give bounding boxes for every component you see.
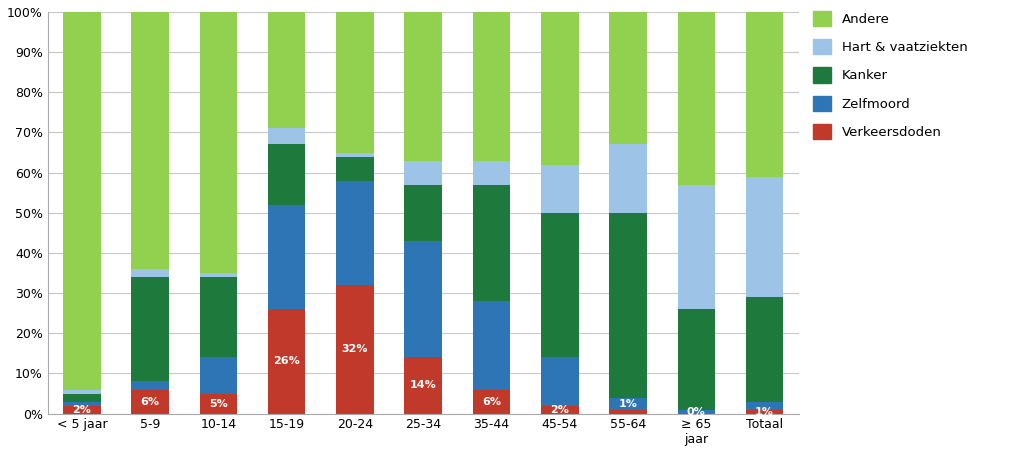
Bar [609,144,647,213]
Bar [336,157,374,180]
Bar [473,185,510,301]
Bar [63,393,100,401]
Bar [131,12,169,269]
Bar [541,164,579,213]
Text: 6%: 6% [140,397,160,407]
Bar [745,12,783,177]
Bar [63,401,100,406]
Legend: Andere, Hart & vaatziekten, Kanker, Zelfmoord, Verkeersdoden: Andere, Hart & vaatziekten, Kanker, Zelf… [813,10,968,140]
Bar [268,128,305,144]
Bar [404,12,442,161]
Bar [336,285,374,414]
Bar [609,398,647,409]
Bar [541,213,579,357]
Text: 2%: 2% [73,405,91,415]
Bar [200,273,238,277]
Bar [336,12,374,153]
Bar [200,393,238,414]
Bar [745,401,783,409]
Bar [473,390,510,414]
Bar [131,390,169,414]
Bar [541,12,579,164]
Text: 1%: 1% [755,407,774,416]
Bar [200,277,238,357]
Bar [200,357,238,393]
Bar [678,309,715,409]
Bar [63,406,100,414]
Bar [745,177,783,297]
Text: 1%: 1% [618,399,638,408]
Bar [268,12,305,128]
Bar [473,301,510,390]
Bar [268,205,305,309]
Bar [200,12,238,273]
Bar [336,153,374,157]
Bar [541,406,579,414]
Text: 5%: 5% [209,399,227,408]
Bar [268,309,305,414]
Bar [63,390,100,393]
Text: 6%: 6% [482,397,501,407]
Bar [131,269,169,277]
Bar [745,297,783,401]
Bar [678,12,715,185]
Bar [473,12,510,161]
Bar [63,12,100,390]
Bar [678,409,715,414]
Bar [404,357,442,414]
Bar [268,144,305,205]
Bar [609,12,647,144]
Bar [404,185,442,241]
Bar [678,185,715,309]
Bar [131,277,169,382]
Text: 14%: 14% [410,381,436,391]
Bar [745,409,783,414]
Bar [541,357,579,406]
Bar [609,213,647,398]
Text: 0%: 0% [687,407,706,416]
Bar [473,161,510,185]
Text: 2%: 2% [550,405,569,415]
Bar [404,241,442,357]
Bar [609,409,647,414]
Text: 32%: 32% [342,345,369,354]
Bar [404,161,442,185]
Bar [336,180,374,285]
Text: 26%: 26% [273,356,300,367]
Bar [131,382,169,390]
